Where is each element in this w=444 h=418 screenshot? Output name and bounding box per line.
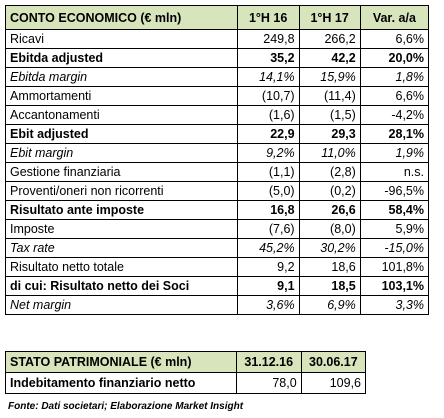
row-label: Ricavi xyxy=(5,29,238,49)
cell: 5,9% xyxy=(359,219,430,239)
row-label: Gestione finanziaria xyxy=(5,162,238,182)
row-label: Ebitda adjusted xyxy=(5,48,238,68)
cell: 1°H 16 xyxy=(236,5,300,30)
table-row: Ebit margin 9,2% 11,0% 1,9% xyxy=(5,143,430,163)
cell: n.s. xyxy=(359,162,430,182)
table-row: Imposte (7,6) (8,0) 5,9% xyxy=(5,219,430,239)
cell: 101,8% xyxy=(359,257,430,277)
header-row: STATO PATRIMONIALE (€ mln) 31.12.16 30.06.… xyxy=(5,351,367,373)
row-label: Ebit adjusted xyxy=(5,124,238,144)
cell: 28,1% xyxy=(359,124,430,144)
cell: (1,5) xyxy=(298,105,361,125)
cell: (2,8) xyxy=(298,162,361,182)
cell: 18,5 xyxy=(298,276,361,296)
cell: 18,6 xyxy=(298,257,361,277)
cell: 29,3 xyxy=(298,124,361,144)
cell: 31.12.16 xyxy=(235,351,302,373)
table-row: Ebitda margin 14,1% 15,9% 1,8% xyxy=(5,67,430,87)
row-label: Tax rate xyxy=(5,238,238,258)
cell: 20,0% xyxy=(359,48,430,68)
cell: 9,1 xyxy=(236,276,300,296)
row-label: Ebit margin xyxy=(5,143,238,163)
cell: (8,0) xyxy=(298,219,361,239)
table-row: Ricavi 249,8 266,2 6,6% xyxy=(5,29,430,49)
table-row: Accantonamenti (1,6) (1,5) -4,2% xyxy=(5,105,430,125)
balance-table: STATO PATRIMONIALE (€ mln) 31.12.16 30.06.… xyxy=(5,351,367,394)
row-label: Net margin xyxy=(5,295,238,315)
table-row: Net margin 3,6% 6,9% 3,3% xyxy=(5,295,430,315)
cell: 26,6 xyxy=(298,200,361,220)
cell: 9,2% xyxy=(236,143,300,163)
cell: (5,0) xyxy=(236,181,300,201)
cell: 14,1% xyxy=(236,67,300,87)
cell: 58,4% xyxy=(359,200,430,220)
table-row: Ebitda adjusted 35,2 42,2 20,0% xyxy=(5,48,430,68)
cell: 78,0 xyxy=(235,372,302,394)
cell: 6,6% xyxy=(359,86,430,106)
row-label: STATO PATRIMONIALE (€ mln) xyxy=(5,351,237,373)
cell: 6,6% xyxy=(359,29,430,49)
table-row: Ebit adjusted 22,9 29,3 28,1% xyxy=(5,124,430,144)
cell: 11,0% xyxy=(298,143,361,163)
row-label: Ammortamenti xyxy=(5,86,238,106)
cell: -4,2% xyxy=(359,105,430,125)
row-label: di cui: Risultato netto dei Soci xyxy=(5,276,238,296)
cell: 45,2% xyxy=(236,238,300,258)
cell: 35,2 xyxy=(236,48,300,68)
cell: 266,2 xyxy=(298,29,361,49)
header-row: CONTO ECONOMICO (€ mln) 1°H 16 1°H 17 Var. … xyxy=(5,5,430,30)
cell: -15,0% xyxy=(359,238,430,258)
cell: -96,5% xyxy=(359,181,430,201)
cell: (10,7) xyxy=(236,86,300,106)
table-row: Indebitamento finanziario netto 78,0 109,6 xyxy=(5,372,367,394)
table-row: di cui: Risultato netto dei Soci 9,1 18,5 1… xyxy=(5,276,430,296)
table-row: Risultato netto totale 9,2 18,6 101,8% xyxy=(5,257,430,277)
cell: 1,8% xyxy=(359,67,430,87)
cell: 3,3% xyxy=(359,295,430,315)
table-row: Tax rate 45,2% 30,2% -15,0% xyxy=(5,238,430,258)
cell: Var. a/a xyxy=(359,5,430,30)
row-label: Risultato ante imposte xyxy=(5,200,238,220)
cell: 1,9% xyxy=(359,143,430,163)
cell: 3,6% xyxy=(236,295,300,315)
table-row: Risultato ante imposte 16,8 26,6 58,4% xyxy=(5,200,430,220)
footnote: Fonte: Dati societari; Elaborazione Mark… xyxy=(8,401,244,412)
cell: 6,9% xyxy=(298,295,361,315)
table-row: Gestione finanziaria (1,1) (2,8) n.s. xyxy=(5,162,430,182)
cell: (0,2) xyxy=(298,181,361,201)
table-row: Proventi/oneri non ricorrenti (5,0) (0,2) -… xyxy=(5,181,430,201)
income-table: CONTO ECONOMICO (€ mln) 1°H 16 1°H 17 Var. … xyxy=(5,5,430,315)
cell: 249,8 xyxy=(236,29,300,49)
cell: 30.06.17 xyxy=(300,351,367,373)
cell: 16,8 xyxy=(236,200,300,220)
cell: 109,6 xyxy=(300,372,367,394)
row-label: Accantonamenti xyxy=(5,105,238,125)
cell: 1°H 17 xyxy=(298,5,361,30)
row-label: CONTO ECONOMICO (€ mln) xyxy=(5,5,238,30)
row-label: Risultato netto totale xyxy=(5,257,238,277)
cell: (7,6) xyxy=(236,219,300,239)
cell: (11,4) xyxy=(298,86,361,106)
cell: (1,1) xyxy=(236,162,300,182)
table-row: Ammortamenti (10,7) (11,4) 6,6% xyxy=(5,86,430,106)
cell: 103,1% xyxy=(359,276,430,296)
cell: 9,2 xyxy=(236,257,300,277)
cell: 30,2% xyxy=(298,238,361,258)
row-label: Ebitda margin xyxy=(5,67,238,87)
row-label: Proventi/oneri non ricorrenti xyxy=(5,181,238,201)
row-label: Indebitamento finanziario netto xyxy=(5,372,237,394)
cell: 15,9% xyxy=(298,67,361,87)
cell: (1,6) xyxy=(236,105,300,125)
cell: 42,2 xyxy=(298,48,361,68)
row-label: Imposte xyxy=(5,219,238,239)
cell: 22,9 xyxy=(236,124,300,144)
